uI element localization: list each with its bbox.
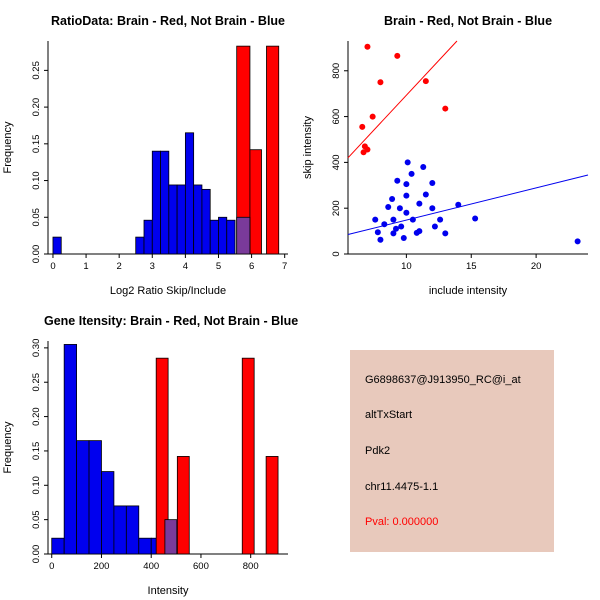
ratio-histogram-chart: 0 1 2 3 4 5 6 7 0.00 0.05 0.10 0.15 0.20 0.25 Log2 Rat…: [2, 41, 288, 297]
svg-text:5: 5: [216, 261, 221, 272]
svg-text:4: 4: [183, 261, 188, 272]
svg-text:600: 600: [193, 561, 209, 572]
svg-text:0.30: 0.30: [31, 339, 42, 358]
probe-id-text: G6898637@J913950_RC@i_at: [365, 373, 521, 386]
svg-text:include intensity: include intensity: [429, 285, 508, 297]
locus-text: chr11.4475-1.1: [365, 480, 439, 493]
svg-text:800: 800: [243, 561, 259, 572]
svg-text:0.20: 0.20: [31, 98, 42, 117]
svg-text:800: 800: [331, 63, 342, 79]
svg-text:0.15: 0.15: [31, 442, 42, 461]
svg-text:0.10: 0.10: [31, 476, 42, 495]
gene-info-box: G6898637@J913950_RC@i_at altTxStart Pdk2…: [350, 350, 554, 552]
ratio-histogram-panel: RatioData: Brain - Red, Not Brain - Blue…: [0, 0, 300, 300]
svg-text:400: 400: [143, 561, 159, 572]
gene-intensity-histogram-title: Gene Itensity: Brain - Red, Not Brain - …: [44, 314, 299, 328]
svg-text:1: 1: [83, 261, 88, 272]
svg-text:0: 0: [331, 251, 342, 256]
ratio-histogram-title: RatioData: Brain - Red, Not Brain - Blue: [50, 14, 286, 28]
svg-text:0.25: 0.25: [31, 373, 42, 392]
svg-text:Frequency: Frequency: [2, 421, 14, 473]
svg-text:10: 10: [401, 261, 412, 272]
svg-text:0.10: 0.10: [31, 171, 42, 190]
gene-info-panel: G6898637@J913950_RC@i_at altTxStart Pdk2…: [300, 300, 600, 600]
svg-text:0.00: 0.00: [31, 245, 42, 264]
svg-text:6: 6: [249, 261, 254, 272]
pval-text: Pval: 0.000000: [365, 516, 439, 529]
svg-text:0.20: 0.20: [31, 407, 42, 426]
svg-text:Frequency: Frequency: [2, 121, 14, 173]
svg-text:400: 400: [331, 154, 342, 170]
svg-text:15: 15: [466, 261, 477, 272]
svg-text:0.15: 0.15: [31, 135, 42, 154]
svg-text:0.25: 0.25: [31, 61, 42, 80]
gene-intensity-histogram-panel: Gene Itensity: Brain - Red, Not Brain - …: [0, 300, 300, 600]
svg-text:0.00: 0.00: [31, 545, 42, 564]
svg-text:7: 7: [282, 261, 287, 272]
intensity-scatter-panel: Brain - Red, Not Brain - Blue 10 15 20 0 200…: [300, 0, 600, 300]
svg-text:Log2 Ratio Skip/Include: Log2 Ratio Skip/Include: [110, 285, 226, 297]
svg-text:2: 2: [117, 261, 122, 272]
intensity-scatter-title: Brain - Red, Not Brain - Blue: [383, 14, 553, 28]
svg-text:200: 200: [94, 561, 110, 572]
gene-name-text: Pdk2: [365, 444, 391, 457]
svg-text:0.05: 0.05: [31, 208, 42, 227]
svg-text:0: 0: [49, 561, 54, 572]
svg-text:0: 0: [50, 261, 55, 272]
svg-text:20: 20: [531, 261, 542, 272]
svg-text:skip intensity: skip intensity: [302, 116, 314, 179]
svg-text:Intensity: Intensity: [148, 585, 189, 597]
gene-intensity-histogram-chart: 0 200 400 600 800 0.00 0.05 0.10 0.15 0.20 0.25 0.3…: [2, 339, 288, 597]
event-type-text: altTxStart: [365, 409, 413, 422]
svg-text:3: 3: [150, 261, 155, 272]
svg-text:200: 200: [331, 200, 342, 216]
svg-text:600: 600: [331, 109, 342, 125]
svg-text:0.05: 0.05: [31, 510, 42, 529]
